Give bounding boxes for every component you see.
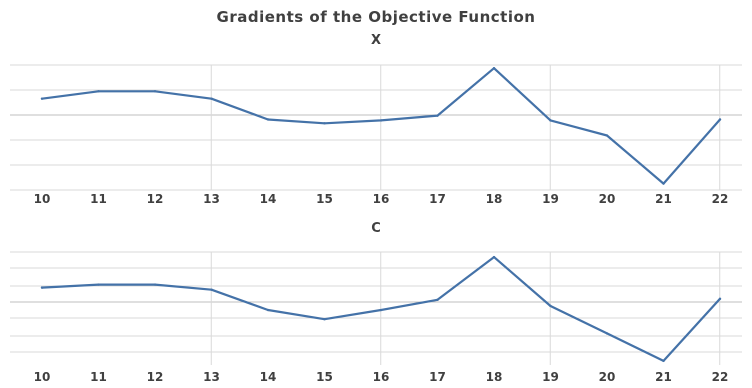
data-point: [492, 67, 496, 70]
chart-c-series: [40, 255, 722, 363]
x-tick-label: 19: [542, 192, 559, 206]
x-tick-label: 15: [316, 370, 333, 384]
data-point: [40, 97, 44, 100]
chart-x-gridlines: [10, 64, 742, 191]
chart-x: X 10 11 12 13 14 15 16 17 18 19 20 21 22: [10, 33, 742, 206]
data-point: [379, 119, 383, 122]
data-point: [605, 134, 609, 137]
data-point: [379, 308, 383, 312]
figure-title: Gradients of the Objective Function: [217, 8, 536, 26]
x-tick-label: 18: [486, 192, 503, 206]
x-tick-label: 20: [599, 370, 616, 384]
data-point: [40, 286, 44, 289]
data-point: [266, 308, 270, 312]
data-point: [436, 114, 439, 117]
chart-x-series: [40, 67, 722, 185]
data-point: [323, 122, 326, 125]
data-point: [718, 297, 722, 301]
data-point: [605, 332, 609, 335]
x-tick-label: 21: [655, 370, 672, 384]
data-point: [153, 283, 157, 286]
chart-x-tick-labels: 10 11 12 13 14 15 16 17 18 19 20 21 22: [34, 192, 729, 206]
x-tick-label: 22: [712, 192, 729, 206]
data-point: [210, 97, 213, 100]
x-tick-label: 20: [599, 192, 616, 206]
chart-c-tick-labels: 10 11 12 13 14 15 16 17 18 19 20 21 22: [34, 370, 729, 384]
data-point: [97, 90, 100, 93]
data-point: [210, 288, 213, 291]
x-tick-label: 18: [486, 370, 503, 384]
x-tick-label: 16: [373, 192, 390, 206]
x-tick-label: 13: [203, 370, 220, 384]
x-tick-label: 16: [373, 370, 390, 384]
data-point: [323, 317, 326, 321]
chart-x-title: X: [371, 33, 381, 48]
x-tick-label: 19: [542, 370, 559, 384]
data-point: [549, 119, 552, 122]
data-point: [97, 283, 100, 286]
x-tick-label: 21: [655, 192, 672, 206]
data-point: [436, 298, 439, 302]
x-tick-label: 22: [712, 370, 729, 384]
chart-c-gridlines: [10, 251, 742, 365]
chart-c: C 10 11 12 13 14 15 16 17 18 19 20 21 22: [10, 221, 742, 384]
data-point: [662, 359, 665, 363]
x-tick-label: 12: [147, 370, 164, 384]
x-tick-label: 15: [316, 192, 333, 206]
x-tick-label: 11: [90, 192, 107, 206]
x-tick-label: 14: [260, 192, 277, 206]
x-tick-label: 12: [147, 192, 164, 206]
data-point: [266, 118, 270, 121]
chart-c-title: C: [371, 221, 381, 236]
x-tick-label: 10: [34, 192, 51, 206]
data-point: [153, 90, 157, 93]
x-tick-label: 17: [429, 192, 446, 206]
data-point: [492, 255, 496, 259]
data-point: [549, 304, 552, 308]
x-tick-label: 14: [260, 370, 277, 384]
x-tick-label: 10: [34, 370, 51, 384]
x-tick-label: 17: [429, 370, 446, 384]
data-point: [718, 118, 722, 121]
data-point: [662, 182, 665, 185]
x-tick-label: 13: [203, 192, 220, 206]
x-tick-label: 11: [90, 370, 107, 384]
